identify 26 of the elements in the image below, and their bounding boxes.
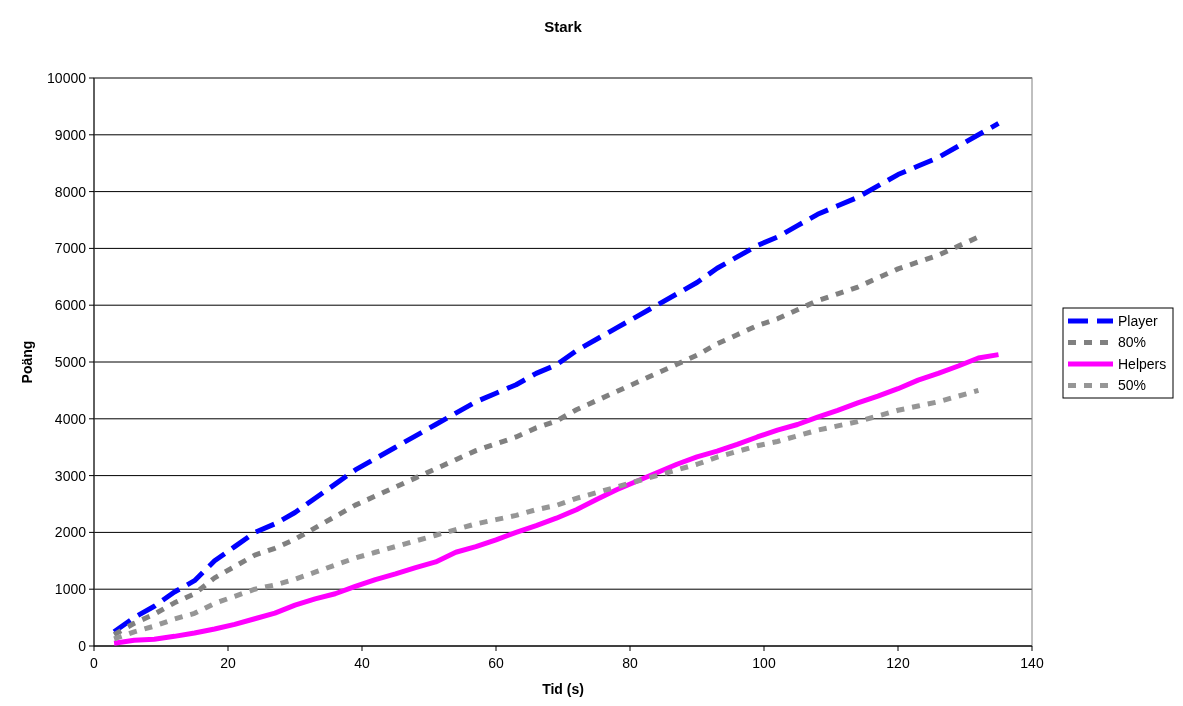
x-axis-title: Tid (s) xyxy=(542,681,584,697)
y-tick-label: 0 xyxy=(78,637,87,654)
y-tick-label: 6000 xyxy=(54,297,87,314)
chart-title: Stark xyxy=(544,18,583,35)
x-tick-label: 40 xyxy=(354,655,370,671)
legend-label: Player xyxy=(1118,312,1159,329)
y-tick-label: 4000 xyxy=(54,410,87,427)
y-tick-label: 7000 xyxy=(54,240,87,257)
y-tick-label: 3000 xyxy=(54,467,87,484)
x-tick-label: 60 xyxy=(488,655,504,671)
y-tick-label: 10000 xyxy=(47,69,87,86)
y-tick-label: 5000 xyxy=(54,353,87,370)
legend-label: 50% xyxy=(1118,377,1147,394)
legend-label: 80% xyxy=(1118,334,1147,351)
x-tick-label: 20 xyxy=(220,655,236,671)
y-tick-label: 9000 xyxy=(54,126,87,143)
y-axis-title: Poäng xyxy=(19,340,35,384)
x-tick-label: 0 xyxy=(90,655,99,671)
y-tick-label: 8000 xyxy=(54,183,87,200)
x-tick-label: 100 xyxy=(752,655,776,671)
legend-label: Helpers xyxy=(1118,355,1167,372)
y-tick-label: 2000 xyxy=(54,524,87,541)
x-tick-label: 140 xyxy=(1020,655,1044,671)
x-tick-label: 120 xyxy=(886,655,910,671)
y-tick-label: 1000 xyxy=(54,581,87,598)
x-tick-label: 80 xyxy=(622,655,638,671)
